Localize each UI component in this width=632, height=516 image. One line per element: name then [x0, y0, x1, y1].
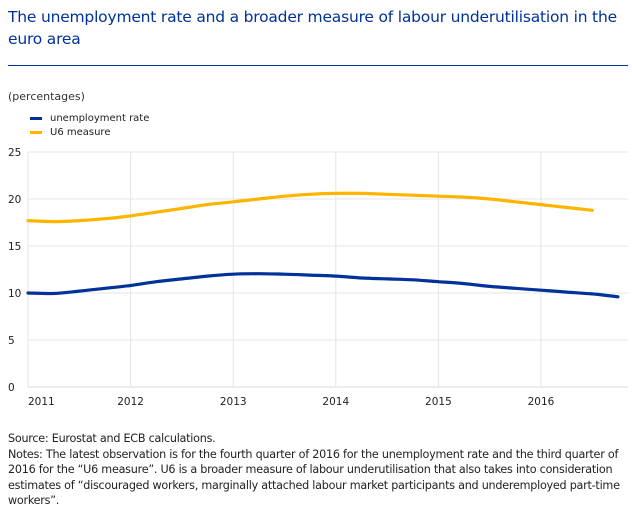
- legend-label-unemployment: unemployment rate: [50, 112, 150, 124]
- source-note: Source: Eurostat and ECB calculations.: [8, 432, 216, 445]
- y-tick-label: 25: [8, 147, 21, 159]
- legend: unemployment rate U6 measure: [30, 111, 149, 139]
- series-line-unemployment-rate: [26, 272, 620, 299]
- x-axis-ticks: 2011 2012 2013 2014 2015 2016: [28, 396, 555, 408]
- units-label: (percentages): [8, 90, 85, 103]
- y-tick-label: 5: [8, 335, 15, 347]
- legend-label-u6: U6 measure: [50, 126, 111, 138]
- legend-swatch-unemployment: [30, 116, 42, 120]
- chart-title: The unemployment rate and a broader meas…: [8, 8, 617, 48]
- y-tick-label: 10: [8, 288, 21, 300]
- x-tick-label: 2015: [425, 396, 452, 408]
- footnote: Notes: The latest observation is for the…: [8, 447, 620, 508]
- y-tick-label: 15: [8, 241, 21, 253]
- y-tick-label: 0: [8, 382, 15, 394]
- legend-item-u6: U6 measure: [30, 125, 149, 139]
- y-tick-label: 20: [8, 194, 21, 206]
- chart-notes: Source: Eurostat and ECB calculations. N…: [8, 431, 628, 509]
- series-line-u6-measure: [26, 191, 594, 224]
- title-divider: [8, 65, 628, 66]
- series-lines: [26, 191, 620, 299]
- gridlines: [27, 151, 628, 388]
- x-tick-label: 2014: [322, 396, 349, 408]
- x-tick-label: 2013: [220, 396, 247, 408]
- legend-swatch-u6: [30, 130, 42, 134]
- y-axis-ticks: 0 5 10 15 20 25: [8, 147, 21, 394]
- x-tick-label: 2012: [117, 396, 144, 408]
- line-chart: 0 5 10 15 20 25 2011 2012 2013 2014 2015 2016: [8, 147, 628, 408]
- legend-item-unemployment: unemployment rate: [30, 111, 149, 125]
- x-tick-label: 2016: [528, 396, 555, 408]
- x-tick-label: 2011: [28, 396, 55, 408]
